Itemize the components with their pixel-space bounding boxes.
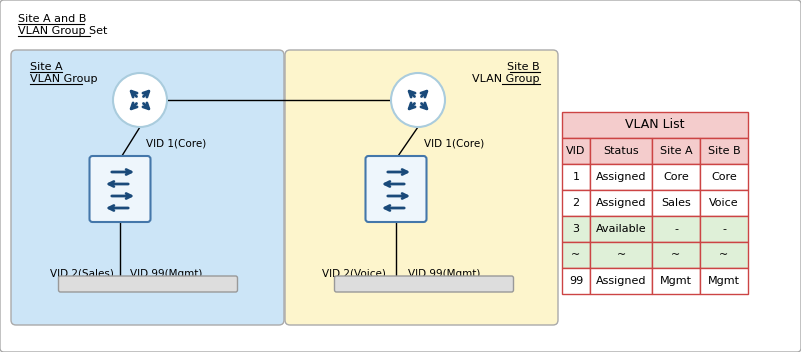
FancyBboxPatch shape — [652, 216, 700, 242]
Text: Voice: Voice — [709, 198, 739, 208]
Text: VID 99(Mgmt): VID 99(Mgmt) — [130, 269, 203, 279]
Text: ~: ~ — [719, 250, 729, 260]
FancyBboxPatch shape — [700, 138, 748, 164]
Text: Assigned: Assigned — [596, 172, 646, 182]
Text: 99: 99 — [569, 276, 583, 286]
Text: VLAN Group Set: VLAN Group Set — [18, 26, 107, 36]
Text: ~: ~ — [617, 250, 626, 260]
FancyBboxPatch shape — [652, 190, 700, 216]
FancyBboxPatch shape — [335, 276, 513, 292]
Text: Available: Available — [596, 224, 646, 234]
Text: ~: ~ — [571, 250, 581, 260]
Text: 1: 1 — [573, 172, 579, 182]
FancyBboxPatch shape — [590, 268, 652, 294]
FancyBboxPatch shape — [90, 156, 151, 222]
Text: Core: Core — [711, 172, 737, 182]
FancyBboxPatch shape — [562, 164, 590, 190]
Text: Mgmt: Mgmt — [708, 276, 740, 286]
Text: VLAN List: VLAN List — [626, 119, 685, 132]
Text: Assigned: Assigned — [596, 198, 646, 208]
Text: Site A: Site A — [30, 62, 62, 72]
Text: -: - — [722, 224, 726, 234]
Text: Mgmt: Mgmt — [660, 276, 692, 286]
Text: Site B: Site B — [507, 62, 540, 72]
Text: -: - — [674, 224, 678, 234]
Text: ~: ~ — [671, 250, 681, 260]
Text: Sales: Sales — [661, 198, 691, 208]
Text: VLAN Group: VLAN Group — [473, 74, 540, 84]
FancyBboxPatch shape — [562, 216, 590, 242]
Text: Site B: Site B — [708, 146, 740, 156]
FancyBboxPatch shape — [365, 156, 426, 222]
FancyBboxPatch shape — [590, 216, 652, 242]
FancyBboxPatch shape — [652, 268, 700, 294]
Text: Status: Status — [603, 146, 639, 156]
Text: VID 99(Mgmt): VID 99(Mgmt) — [408, 269, 481, 279]
Text: VID 2(Sales): VID 2(Sales) — [50, 269, 114, 279]
Text: VID 2(Voice): VID 2(Voice) — [322, 269, 386, 279]
Text: Assigned: Assigned — [596, 276, 646, 286]
FancyBboxPatch shape — [562, 190, 590, 216]
Text: VID 1(Core): VID 1(Core) — [424, 138, 485, 148]
FancyBboxPatch shape — [562, 138, 590, 164]
FancyBboxPatch shape — [285, 50, 558, 325]
Circle shape — [113, 73, 167, 127]
FancyBboxPatch shape — [652, 138, 700, 164]
FancyBboxPatch shape — [700, 216, 748, 242]
FancyBboxPatch shape — [58, 276, 238, 292]
Text: Core: Core — [663, 172, 689, 182]
FancyBboxPatch shape — [700, 190, 748, 216]
FancyBboxPatch shape — [562, 242, 590, 268]
FancyBboxPatch shape — [652, 164, 700, 190]
Text: 3: 3 — [573, 224, 579, 234]
Text: 2: 2 — [573, 198, 580, 208]
Text: VLAN Group: VLAN Group — [30, 74, 98, 84]
FancyBboxPatch shape — [700, 268, 748, 294]
FancyBboxPatch shape — [590, 164, 652, 190]
FancyBboxPatch shape — [590, 242, 652, 268]
FancyBboxPatch shape — [562, 112, 748, 138]
Text: VID: VID — [566, 146, 586, 156]
Text: Site A: Site A — [660, 146, 692, 156]
Text: VID 1(Core): VID 1(Core) — [146, 138, 206, 148]
FancyBboxPatch shape — [590, 190, 652, 216]
FancyBboxPatch shape — [590, 138, 652, 164]
Circle shape — [391, 73, 445, 127]
FancyBboxPatch shape — [562, 268, 590, 294]
FancyBboxPatch shape — [11, 50, 284, 325]
FancyBboxPatch shape — [700, 164, 748, 190]
FancyBboxPatch shape — [700, 242, 748, 268]
Text: Site A and B: Site A and B — [18, 14, 87, 24]
FancyBboxPatch shape — [652, 242, 700, 268]
